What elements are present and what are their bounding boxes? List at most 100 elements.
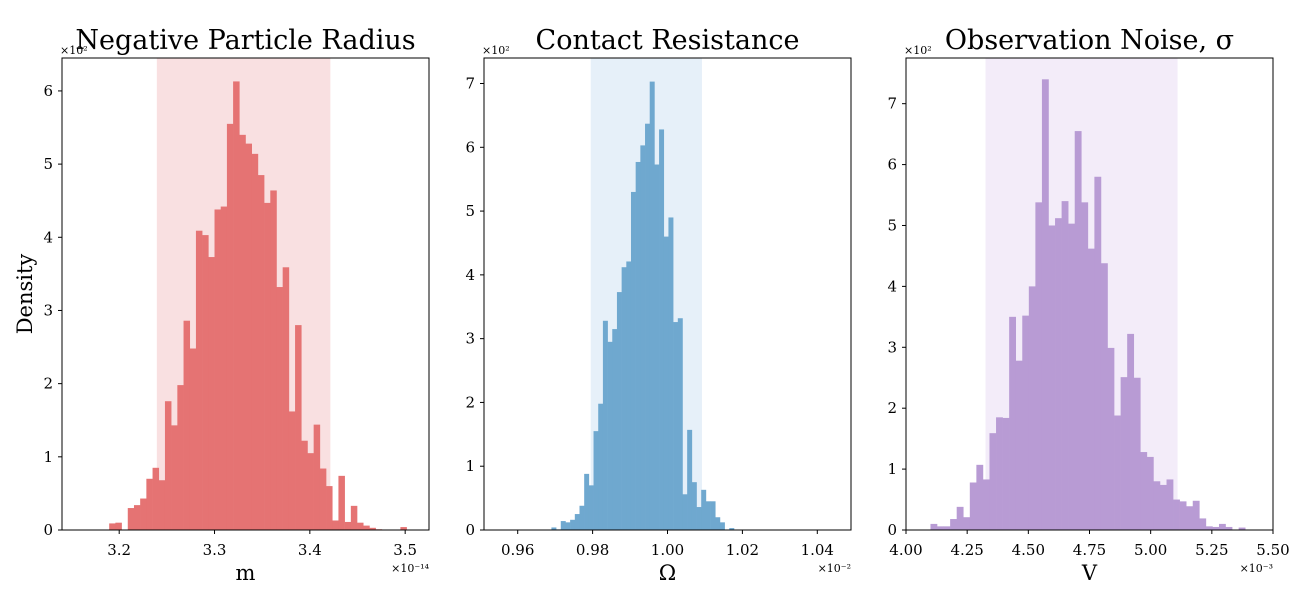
y-tick-label: 2 [43, 375, 53, 393]
histogram-bar [1192, 500, 1200, 530]
histogram-bar [593, 431, 599, 530]
histogram-bar [607, 341, 613, 530]
x-tick-label: 4.75 [1073, 541, 1106, 559]
y-tick-label: 1 [465, 457, 475, 475]
histogram-bar [245, 143, 252, 531]
histogram-bar [295, 325, 302, 530]
x-axis-label: Ω [659, 561, 676, 585]
figure-y-axis-label: Density [13, 254, 37, 335]
histogram-bar [1199, 518, 1207, 530]
histogram-bar [1238, 527, 1246, 530]
y-tick-label: 2 [465, 393, 475, 411]
histogram-bar [282, 267, 290, 530]
histogram-bar [691, 482, 697, 530]
histogram-bar [937, 526, 944, 530]
histogram-bar [251, 153, 259, 530]
y-tick-label: 4 [465, 266, 475, 284]
x-axis-label: V [1081, 561, 1098, 585]
x-tick-label: 5.50 [1256, 541, 1289, 559]
histogram-bar [189, 348, 197, 530]
histogram-bar [635, 161, 641, 530]
histogram-bar [976, 464, 984, 530]
y-tick-label: 3 [887, 338, 897, 356]
histogram-bar [319, 468, 327, 530]
histogram-bar [171, 425, 178, 530]
y-axis-multiplier: ×10² [904, 44, 932, 57]
histogram-bar [109, 523, 116, 530]
histogram-bar [943, 526, 951, 530]
y-tick-label: 4 [887, 277, 897, 295]
histogram-bar [1087, 248, 1095, 531]
histogram-bar [1166, 479, 1174, 530]
histogram-bar [701, 489, 707, 530]
histogram-bar [369, 527, 376, 530]
y-tick-label: 0 [43, 521, 53, 539]
histogram-bar [654, 164, 660, 530]
histogram-bar [1159, 484, 1167, 530]
x-tick-label: 1.02 [726, 541, 759, 559]
histogram-bar [560, 521, 566, 530]
histogram-bar [1153, 481, 1161, 530]
histogram-bar [950, 519, 957, 530]
x-axis-multiplier: ×10⁻² [818, 562, 851, 575]
histogram-bar [719, 522, 725, 530]
histogram-bar [233, 81, 240, 530]
histogram-bar [1225, 526, 1233, 530]
histogram-bar [969, 482, 977, 530]
histogram-bar [208, 257, 215, 530]
histogram-bar [574, 514, 580, 530]
histogram-bar [1146, 456, 1154, 530]
histogram-bar [663, 236, 669, 530]
histogram-bar [579, 505, 585, 530]
y-tick-label: 5 [887, 216, 897, 234]
histogram-bar [710, 501, 716, 530]
x-tick-label: 5.25 [1195, 541, 1228, 559]
histogram-bar [239, 134, 246, 530]
histogram-bar [276, 287, 283, 530]
y-tick-label: 6 [43, 82, 53, 100]
histogram-bar [133, 505, 141, 530]
histogram-bar [1015, 360, 1023, 530]
y-axis-multiplier: ×10² [60, 44, 88, 57]
histogram-bar [565, 522, 571, 530]
histogram-bar [1009, 316, 1017, 530]
histogram-bar [1002, 417, 1010, 530]
histogram-bar [214, 209, 222, 530]
chart-title: Contact Resistance [536, 25, 800, 56]
histogram-bar [1218, 523, 1226, 530]
chart-title: Negative Particle Radius [75, 25, 415, 56]
chart-panel-1: 3.2 3.3 3.4 3.5 0 1 2 3 4 5 6 Negative Particle Rad… [43, 25, 429, 585]
x-tick-label: 3.5 [393, 541, 417, 559]
chart-panel-2: 0.96 0.98 1.00 1.02 1.04 0 1 2 3 4 5 6 7 Contact Resi… [465, 25, 852, 585]
y-tick-label: 7 [887, 95, 897, 113]
histogram-bar [1028, 286, 1036, 530]
x-axis-multiplier: ×10⁻¹⁴ [391, 562, 429, 575]
histogram-bar [158, 480, 166, 530]
histogram-bar [1055, 218, 1062, 531]
histogram-bar [715, 517, 721, 530]
histogram-bar [673, 322, 679, 530]
histogram-bar [1173, 499, 1180, 530]
y-tick-label: 5 [43, 155, 53, 173]
histogram-bar [1081, 202, 1089, 531]
histogram-bar [350, 505, 358, 530]
histogram-bar [640, 145, 646, 530]
histogram-bar [1133, 377, 1141, 530]
histogram-bar [195, 230, 203, 530]
histogram-bar [930, 523, 938, 530]
histogram-bar [588, 485, 594, 530]
histogram-bar [164, 401, 172, 530]
histogram-bar [177, 385, 184, 530]
histogram-bar [202, 235, 209, 530]
histogram-bar [363, 525, 370, 530]
histogram-bar [696, 507, 702, 530]
histogram-bar [127, 508, 135, 530]
histogram-bar [626, 261, 632, 530]
histogram-bar [602, 320, 608, 530]
histogram-bar [357, 522, 364, 530]
x-axis-multiplier: ×10⁻³ [1240, 562, 1273, 575]
y-tick-label: 3 [465, 330, 475, 348]
x-tick-label: 0.98 [576, 541, 609, 559]
histogram-bar [332, 520, 339, 530]
histogram-bar [1107, 347, 1115, 530]
